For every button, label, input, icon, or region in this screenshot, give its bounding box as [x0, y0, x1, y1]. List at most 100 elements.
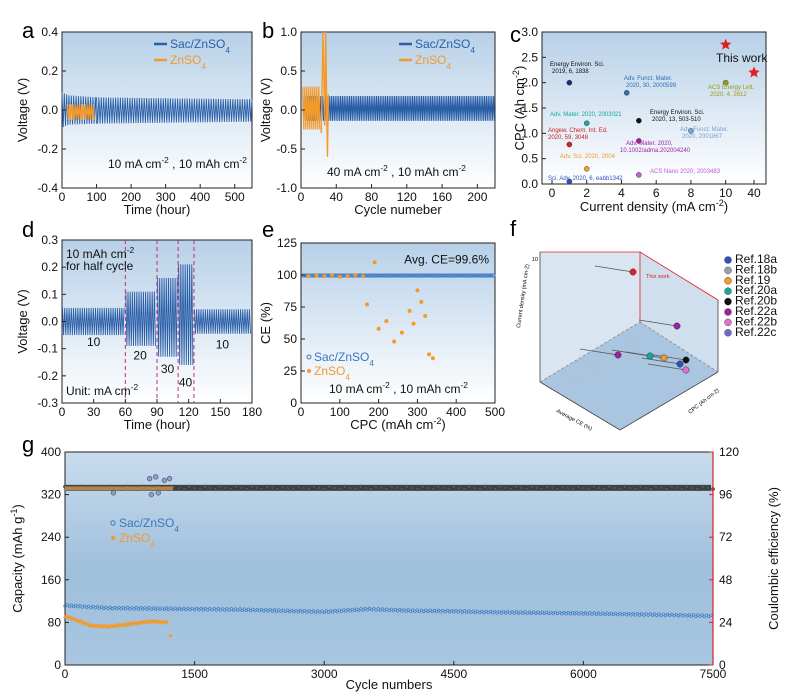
panel-g-point-ce	[514, 484, 518, 489]
panel-e-point-sac	[423, 273, 428, 278]
panel-g-point-ce	[467, 484, 472, 489]
panel-e-point-sac	[446, 273, 451, 278]
panel-e-point-sac	[371, 273, 376, 278]
panel-c-ref-label: Adv. Sci. 2020, 2004	[560, 154, 616, 160]
panel-c-xtick-label: 40	[747, 186, 761, 200]
panel-f-legend-label: Ref.20b	[735, 294, 777, 308]
panel-e-point-sac	[479, 273, 484, 278]
panel-f-stem	[594, 265, 634, 273]
panel-g-point-sac-capacity	[91, 604, 95, 609]
panel-e-point-sac	[357, 273, 362, 278]
panel-d-xtick-label: 150	[210, 405, 230, 419]
panel-e-point-sac	[462, 273, 467, 278]
panel-e-point-sac	[378, 273, 383, 278]
panel-e-point-sac	[477, 273, 482, 278]
panel-g-ylabel: Capacity (mAh g-1)	[9, 504, 25, 613]
panel-g-point-znso4-capacity	[65, 614, 69, 618]
panel-f-legend-swatch	[724, 256, 732, 264]
panel-e-point-sac	[413, 273, 418, 278]
panel-e-point-znso4	[399, 330, 404, 335]
panel-g-point-ce	[374, 484, 378, 489]
panel-e-point-sac	[404, 273, 409, 278]
panel-g-point-sac-capacity	[95, 605, 99, 609]
panel-f-legend-label: Ref.18b	[735, 262, 777, 276]
panel-g-series-znso4-ce	[65, 486, 173, 491]
panel-g-point-ce	[472, 486, 477, 490]
panel-g-point-ce	[597, 486, 601, 490]
panel-c-xtick-label: 8	[688, 186, 695, 200]
panel-c-point	[583, 120, 590, 126]
panel-a-legend-znso4: ZnSO4	[170, 53, 206, 71]
panel-e-point-sac	[342, 273, 347, 278]
panel-a-ytick-label: 0.4	[41, 25, 58, 39]
panel-f-point	[682, 356, 690, 364]
panel-g-ytick-label: 320	[41, 488, 61, 502]
panel-g-point-sac-capacity	[78, 604, 82, 608]
panel-f-legend-label: Ref.18a	[735, 252, 777, 266]
panel-g-point-ce	[420, 484, 425, 489]
panel-e-ytick-label: 100	[277, 268, 297, 282]
panel-g-ytick-label: 240	[41, 530, 61, 544]
panel-g-xtick-label: 0	[62, 667, 69, 681]
panel-c-point	[566, 141, 573, 148]
panel-g-y2tick-label: 120	[719, 445, 739, 459]
panel-e-point-sac	[439, 273, 444, 278]
panel-d-series-segment	[193, 309, 251, 334]
panel-a-ytick-label: 0.2	[41, 64, 58, 78]
panel-b-annotation: 40 mA cm-2 , 10 mAh cm-2	[327, 163, 466, 179]
panel-f-stem	[611, 349, 651, 357]
panel-f-red-edge	[639, 251, 719, 301]
panel-e-xtick-label: 100	[330, 405, 350, 419]
panel-g-point-ce	[332, 486, 337, 490]
panel-d-xtick-label: 30	[87, 405, 101, 419]
panel-g-point-ce	[234, 484, 238, 489]
panel-g-point-ce	[327, 484, 332, 489]
panel-e-point-znso4	[364, 302, 369, 307]
panel-g-ytick-label: 80	[48, 615, 62, 629]
panel-g-outlier-point	[148, 491, 155, 498]
panel-f-back-wall	[540, 252, 640, 382]
panel-b-legend-sac: Sac/ZnSO4	[415, 37, 475, 55]
panel-f-point	[673, 322, 681, 330]
panel-c-ref-label: Energy Environ. Sci.	[550, 62, 605, 68]
panel-g-point-ce	[540, 487, 544, 491]
panel-e-point-znso4	[353, 273, 358, 277]
panel-e-ytick-label: 75	[284, 300, 298, 314]
panel-d-ytick-label: -0.3	[37, 396, 58, 410]
panel-c-ref-label: Adv. Mater. 2020, 2003021	[550, 112, 622, 118]
panel-g-point-ce	[353, 487, 358, 491]
panel-g-point-sac-capacity	[406, 608, 411, 612]
panel-f-legend-label: Ref.22c	[735, 325, 776, 339]
panel-f-legend-swatch	[724, 266, 732, 275]
panel-g-y2tick-label: 96	[719, 488, 733, 502]
panel-d-annotation-top: 10 mAh cm-2	[66, 245, 134, 261]
panel-letter-a: a	[22, 18, 35, 43]
panel-c-xtick-label: 10	[719, 186, 733, 200]
panel-g-point-sac-capacity	[376, 607, 380, 611]
panel-g-point-ce	[503, 486, 508, 490]
panel-e-point-znso4	[384, 319, 389, 324]
panel-e-point-sac	[318, 273, 323, 278]
panel-g-point-sac-capacity	[104, 605, 108, 609]
panel-g-point-ce	[643, 486, 648, 490]
panel-g-point-ce	[270, 486, 275, 490]
panel-g-plot-area	[64, 451, 714, 666]
panel-g-point-ce	[208, 486, 213, 490]
panel-g-point-sac-capacity	[361, 608, 365, 612]
panel-g-point-ce	[457, 486, 461, 490]
panel-g-series-sac-ce	[65, 484, 711, 491]
panel-g-point-ce	[249, 484, 254, 489]
panel-g-point-ce	[384, 487, 389, 491]
panel-e-point-sac	[411, 273, 416, 278]
panel-g-y2tick-label: 24	[719, 615, 733, 629]
panel-g-point-ce	[648, 487, 653, 491]
panel-e-point-sac	[429, 273, 434, 278]
panel-f-grid	[559, 369, 581, 383]
panel-g-point-ce	[358, 484, 363, 489]
panel-c-point	[688, 127, 694, 134]
panel-f-legend-swatch	[724, 297, 732, 306]
panel-d-xtick-label: 180	[242, 405, 262, 419]
panel-g-ytick-label: 400	[41, 445, 61, 459]
panel-e-point-sac	[367, 273, 372, 278]
panel-c-ref-label: 2019, 6, 1838	[552, 69, 589, 75]
